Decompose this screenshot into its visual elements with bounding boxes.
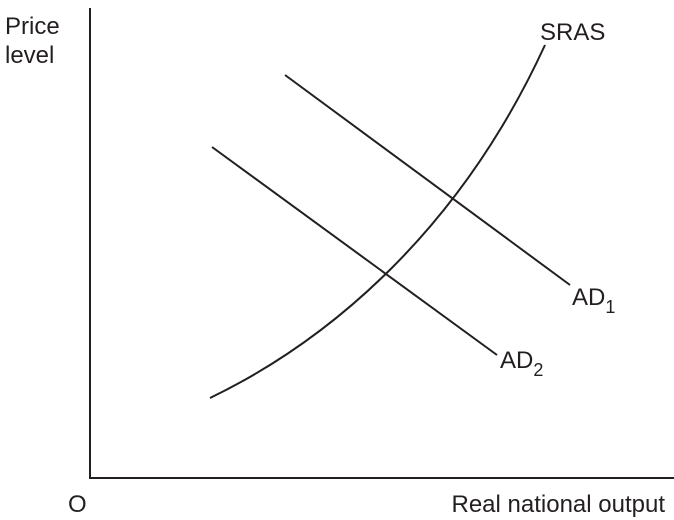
- y-axis-label: Price: [5, 13, 60, 40]
- curve-label-text: AD: [500, 347, 533, 374]
- ad2-curve: [211, 146, 498, 356]
- curve-label-text: AD: [572, 284, 605, 311]
- x-axis-label: Real national output: [452, 491, 666, 518]
- origin-label: O: [68, 491, 87, 518]
- curve-label: AD1: [572, 284, 615, 317]
- y-axis-label: level: [5, 42, 54, 69]
- curve-label: SRAS: [540, 19, 605, 46]
- ad1-curve: [284, 74, 571, 286]
- sras-curve: [209, 44, 546, 399]
- curve-label-subscript: 2: [533, 360, 543, 380]
- curve-label: AD2: [500, 347, 543, 380]
- curve-label-subscript: 1: [605, 297, 615, 317]
